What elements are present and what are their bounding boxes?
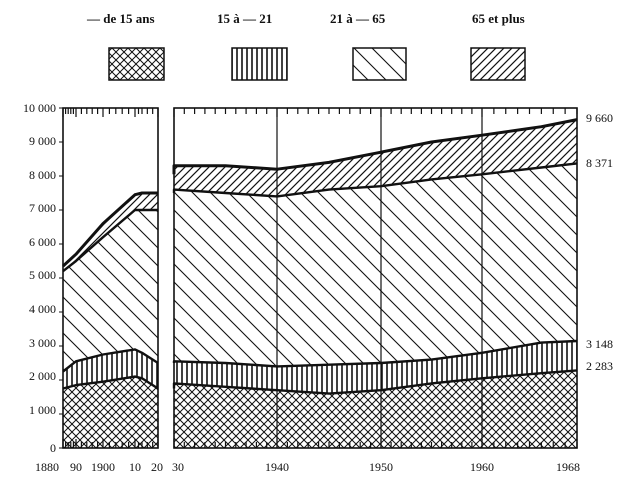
area-65-plus	[174, 119, 577, 197]
y-tick-label: 7 000	[29, 201, 56, 215]
boundary-65-plus	[172, 118, 578, 175]
legend-swatch-4	[470, 47, 526, 81]
boundary-21-65	[62, 208, 158, 273]
legend-label-3: 21 à — 65	[330, 11, 386, 26]
y-tick-label: 0	[50, 441, 56, 455]
legend-label-1: — de 15 ans	[86, 11, 155, 26]
boundary-21-65	[172, 162, 578, 198]
legend-swatch-3	[352, 47, 407, 81]
end-label-total: 9 660	[586, 111, 613, 125]
legend-swatch-1	[108, 47, 165, 81]
area-under-15	[174, 370, 577, 448]
y-tick-label: 4 000	[29, 302, 56, 316]
legend-label-2: 15 à — 21	[217, 11, 272, 26]
plot-frame	[173, 107, 578, 449]
x-tick-label: 20	[151, 460, 163, 474]
x-tick-label: 90	[70, 460, 82, 474]
y-tick-label: 9 000	[29, 134, 56, 148]
end-label-21-65: 8 371	[586, 156, 613, 170]
y-tick-label: 5 000	[29, 268, 56, 282]
end-label-15-21: 3 148	[586, 337, 613, 351]
y-tick-label: 3 000	[29, 336, 56, 350]
area-21-65	[63, 210, 158, 372]
plot-panel-1920-1968	[172, 107, 578, 449]
end-labels: 9 660 8 371 3 148 2 283	[586, 111, 613, 373]
x-tick-label: 1960	[470, 460, 494, 474]
area-21-65	[174, 163, 577, 367]
y-tick-label: 10 000	[23, 101, 56, 115]
legend-swatch-2	[231, 47, 288, 81]
boundary-65-plus	[61, 191, 158, 268]
x-axis: 1880 90 1900 10 20 30 1940 1950 1960 196…	[35, 460, 580, 474]
y-tick-label: 1 000	[29, 403, 56, 417]
end-label-under-15: 2 283	[586, 359, 613, 373]
x-tick-label: 1900	[91, 460, 115, 474]
boundary-under-15	[62, 375, 159, 390]
x-tick-label: 1968	[556, 460, 580, 474]
boundary-under-15	[172, 369, 578, 395]
boundary-15-21	[62, 348, 159, 373]
legend-label-4: 65 et plus	[472, 11, 525, 26]
x-tick-label: 30	[172, 460, 184, 474]
plot-panel-1880-1920	[59, 107, 159, 449]
x-tick-label: 10	[129, 460, 141, 474]
x-tick-label: 1940	[265, 460, 289, 474]
y-axis: 0 1 000 2 000 3 000 4 000 5 000 6 000 7 …	[23, 101, 56, 455]
x-tick-label: 1880	[35, 460, 59, 474]
area-under-15	[63, 376, 158, 448]
y-tick-label: 6 000	[29, 235, 56, 249]
x-tick-label: 1950	[369, 460, 393, 474]
y-tick-label: 2 000	[29, 369, 56, 383]
y-tick-label: 8 000	[29, 168, 56, 182]
legend: — de 15 ans 15 à — 21 21 à — 65 65 et pl…	[86, 11, 526, 81]
boundary-15-21	[172, 339, 578, 368]
